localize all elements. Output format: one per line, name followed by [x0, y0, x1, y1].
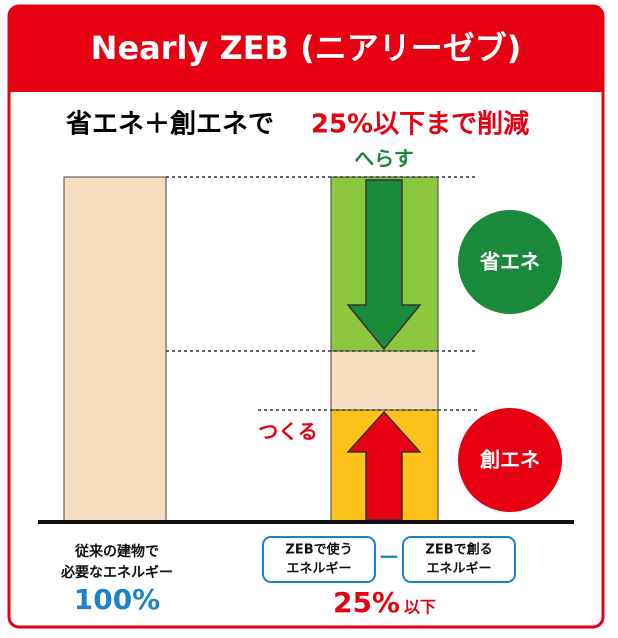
- conventional-bar: [63, 176, 167, 523]
- used-text: エネルギー: [286, 561, 351, 577]
- creating-circle-label: 創エネ: [480, 448, 540, 472]
- result-percent: 25%: [333, 586, 400, 619]
- used-text: ZEBで使う: [285, 542, 352, 558]
- title: Nearly ZEB (ニアリーゼブ): [91, 29, 522, 67]
- left-percent: 100%: [74, 583, 161, 616]
- down-arrow: [346, 179, 422, 351]
- created-text: ZEBで創る: [425, 542, 492, 558]
- used-box: [262, 536, 376, 583]
- up-arrow: [346, 410, 422, 521]
- created-box: [402, 536, 516, 583]
- subtitle-prefix: 省エネ＋創エネで: [66, 110, 274, 140]
- guide-lines: [166, 176, 478, 411]
- saving-circle-label: 省エネ: [479, 250, 540, 274]
- creating-circle: [458, 408, 562, 512]
- left-caption: 従来の建物で: [74, 543, 159, 560]
- minus: －: [378, 546, 400, 571]
- created-text: エネルギー: [426, 561, 491, 577]
- subtitle-highlight: 25%以下まで削減: [311, 110, 529, 140]
- saving-circle: [458, 210, 562, 314]
- header-band: [9, 6, 603, 92]
- remaining-block: [330, 350, 439, 411]
- result-suffix: 以下: [404, 598, 436, 617]
- left-caption: 必要なエネルギー: [60, 564, 173, 581]
- create-label: つくる: [258, 420, 318, 444]
- reduce-label: へらす: [354, 147, 414, 171]
